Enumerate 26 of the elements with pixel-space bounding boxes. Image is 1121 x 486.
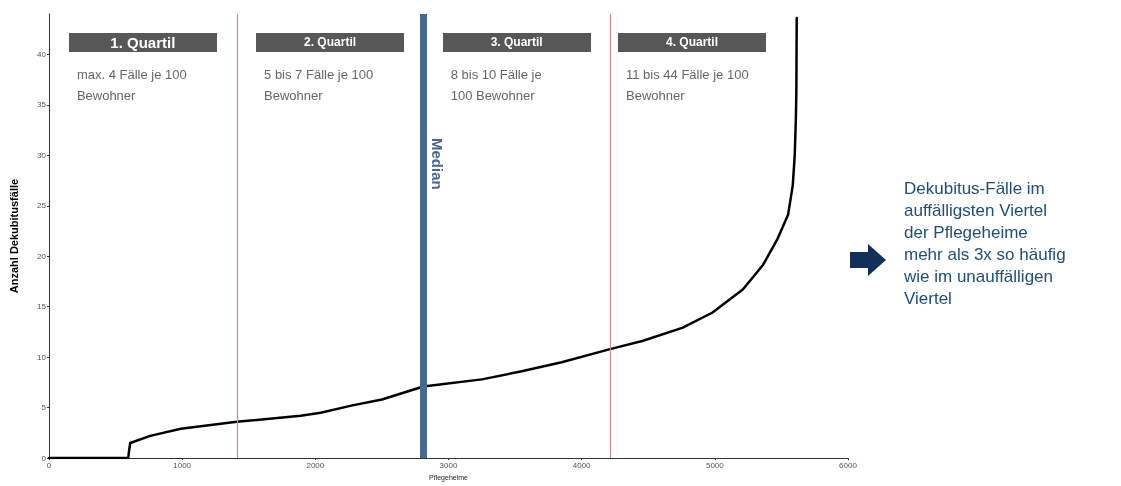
- y-tick-label: 20: [37, 251, 47, 261]
- y-tick-label: 25: [37, 201, 47, 211]
- y-tick-label: 35: [37, 100, 47, 110]
- x-tick-label: 6000: [839, 460, 858, 470]
- ref-line-label: Median: [429, 138, 447, 190]
- y-tick-label: 30: [37, 150, 47, 160]
- annotation: 11 bis 44 Fälle je 100 Bewohner: [626, 66, 750, 105]
- heading-box: 3. Quartil: [442, 33, 591, 52]
- y-tick-label: 0: [41, 453, 47, 463]
- y-tick-label: 5: [41, 403, 47, 413]
- heading-box: 2. Quartil: [256, 33, 405, 52]
- annotation: max. 4 Fälle je 100 Bewohner: [76, 66, 188, 105]
- y-tick-label: 10: [37, 352, 47, 362]
- annotation: 8 bis 10 Fälle je 100 Bewohner: [450, 66, 543, 105]
- x-tick-label: 4000: [572, 460, 592, 470]
- x-tick-label: 1000: [173, 460, 192, 470]
- y-tick-label: 40: [37, 49, 47, 59]
- x-tick-label: 5000: [705, 460, 725, 470]
- text: Dekubitus-Fälle im auffälligsten Viertel der Pflegeheime mehr als 3x so häufig wie im unauffälligen Viertel: [904, 178, 1067, 310]
- x-tick-label: 2000: [306, 460, 325, 470]
- heading-box: 1. Quartil: [68, 33, 217, 52]
- annotation: 5 bis 7 Fälle je 100 Bewohner: [264, 66, 375, 105]
- x-tick-label: 3000: [439, 460, 458, 470]
- y-tick-label: 15: [37, 302, 47, 312]
- heading-box: 4. Quartil: [618, 33, 766, 52]
- y-axis-title: Anzahl Dekubitusfälle: [7, 178, 20, 294]
